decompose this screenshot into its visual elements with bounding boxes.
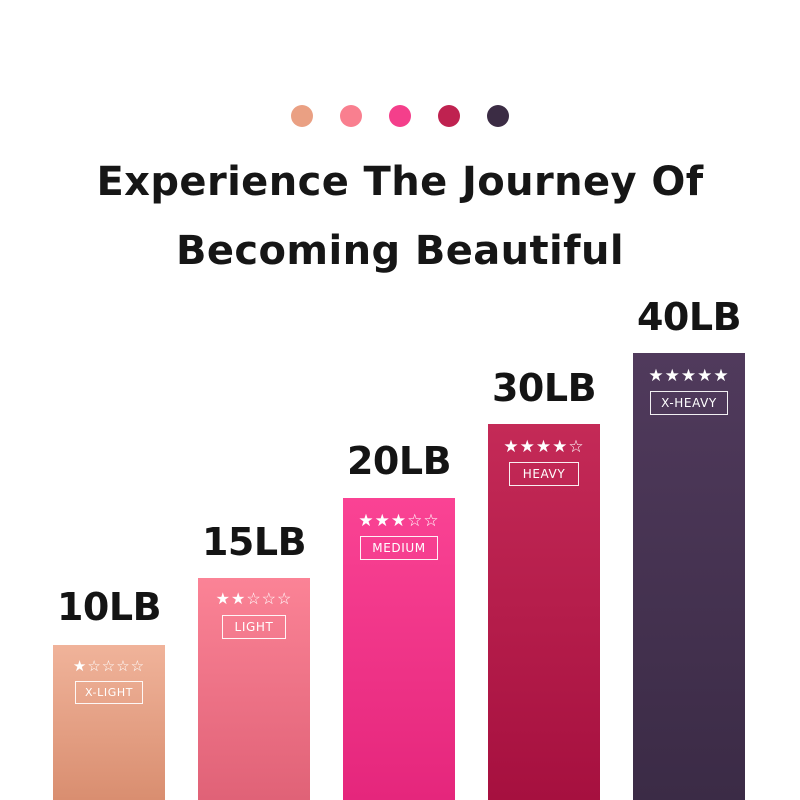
star-filled-icon: ★	[552, 437, 569, 456]
star-filled-icon: ★	[374, 511, 391, 530]
star-filled-icon: ★	[664, 366, 681, 385]
tier-label: LIGHT	[221, 615, 287, 639]
bar-group-40lb: 40LB ★ ★ ★ ★ ★ X-HEAVY	[633, 296, 745, 800]
star-empty-icon: ☆	[407, 511, 424, 530]
bar-value-label: 30LB	[491, 366, 597, 410]
star-filled-icon: ★	[648, 366, 665, 385]
star-rating: ★ ★ ☆ ☆ ☆	[216, 592, 293, 608]
dot-2-icon	[340, 105, 362, 127]
bar-value-label: 10LB	[56, 585, 162, 629]
star-empty-icon: ☆	[568, 437, 585, 456]
star-rating: ★ ★ ★ ★ ★	[648, 367, 729, 384]
star-empty-icon: ☆	[261, 591, 278, 608]
star-rating: ★ ☆ ☆ ☆ ☆	[73, 659, 145, 674]
page-title-line-1: Experience The Journey Of	[96, 159, 704, 205]
star-rating: ★ ★ ★ ☆ ☆	[358, 512, 439, 529]
star-empty-icon: ☆	[101, 658, 117, 675]
bar-badge: ★ ★ ☆ ☆ ☆ LIGHT	[198, 592, 310, 639]
tier-label: X-LIGHT	[74, 681, 144, 704]
bar-10lb[interactable]: ★ ☆ ☆ ☆ ☆ X-LIGHT	[53, 645, 165, 800]
dot-1-icon	[291, 105, 313, 127]
bar-15lb[interactable]: ★ ★ ☆ ☆ ☆ LIGHT	[198, 578, 310, 800]
star-filled-icon: ★	[713, 366, 730, 385]
star-filled-icon: ★	[390, 511, 408, 530]
star-filled-icon: ★	[72, 658, 88, 675]
bar-40lb[interactable]: ★ ★ ★ ★ ★ X-HEAVY	[633, 353, 745, 800]
bar-20lb[interactable]: ★ ★ ★ ☆ ☆ MEDIUM	[343, 498, 455, 800]
star-filled-icon: ★	[697, 366, 714, 385]
star-empty-icon: ☆	[130, 658, 146, 675]
bar-30lb[interactable]: ★ ★ ★ ★ ☆ HEAVY	[488, 424, 600, 800]
bar-group-15lb: 15LB ★ ★ ☆ ☆ ☆ LIGHT	[198, 521, 310, 800]
star-empty-icon: ☆	[277, 591, 293, 608]
tier-label: HEAVY	[508, 462, 580, 486]
star-filled-icon: ★	[519, 437, 536, 456]
star-filled-icon: ★	[503, 437, 520, 456]
bar-badge: ★ ☆ ☆ ☆ ☆ X-LIGHT	[53, 659, 165, 704]
star-filled-icon: ★	[230, 591, 247, 608]
tier-label: X-HEAVY	[650, 391, 728, 415]
tier-label: MEDIUM	[360, 536, 438, 560]
star-empty-icon: ☆	[87, 658, 102, 675]
star-filled-icon: ★	[358, 511, 375, 530]
bar-badge: ★ ★ ★ ☆ ☆ MEDIUM	[343, 512, 455, 560]
star-filled-icon: ★	[680, 366, 698, 385]
star-empty-icon: ☆	[116, 658, 131, 675]
bar-group-20lb: 20LB ★ ★ ★ ☆ ☆ MEDIUM	[343, 440, 455, 800]
bar-badge: ★ ★ ★ ★ ★ X-HEAVY	[633, 367, 745, 415]
page-title: Experience The Journey Of Becoming Beaut…	[0, 148, 800, 286]
color-swatch-dot-row	[0, 105, 800, 127]
dot-4-icon	[438, 105, 460, 127]
star-filled-icon: ★	[215, 591, 231, 608]
star-empty-icon: ☆	[423, 511, 440, 530]
bar-value-label: 40LB	[636, 295, 742, 339]
star-filled-icon: ★	[535, 437, 553, 456]
dot-3-icon	[389, 105, 411, 127]
bar-badge: ★ ★ ★ ★ ☆ HEAVY	[488, 438, 600, 486]
dot-5-icon	[487, 105, 509, 127]
star-empty-icon: ☆	[246, 591, 262, 608]
star-rating: ★ ★ ★ ★ ☆	[503, 438, 584, 455]
bar-group-10lb: 10LB ★ ☆ ☆ ☆ ☆ X-LIGHT	[53, 586, 165, 800]
bar-group-30lb: 30LB ★ ★ ★ ★ ☆ HEAVY	[488, 367, 600, 800]
bar-value-label: 15LB	[201, 520, 307, 564]
bar-value-label: 20LB	[346, 439, 452, 483]
page-title-line-2: Becoming Beautiful	[176, 228, 624, 274]
